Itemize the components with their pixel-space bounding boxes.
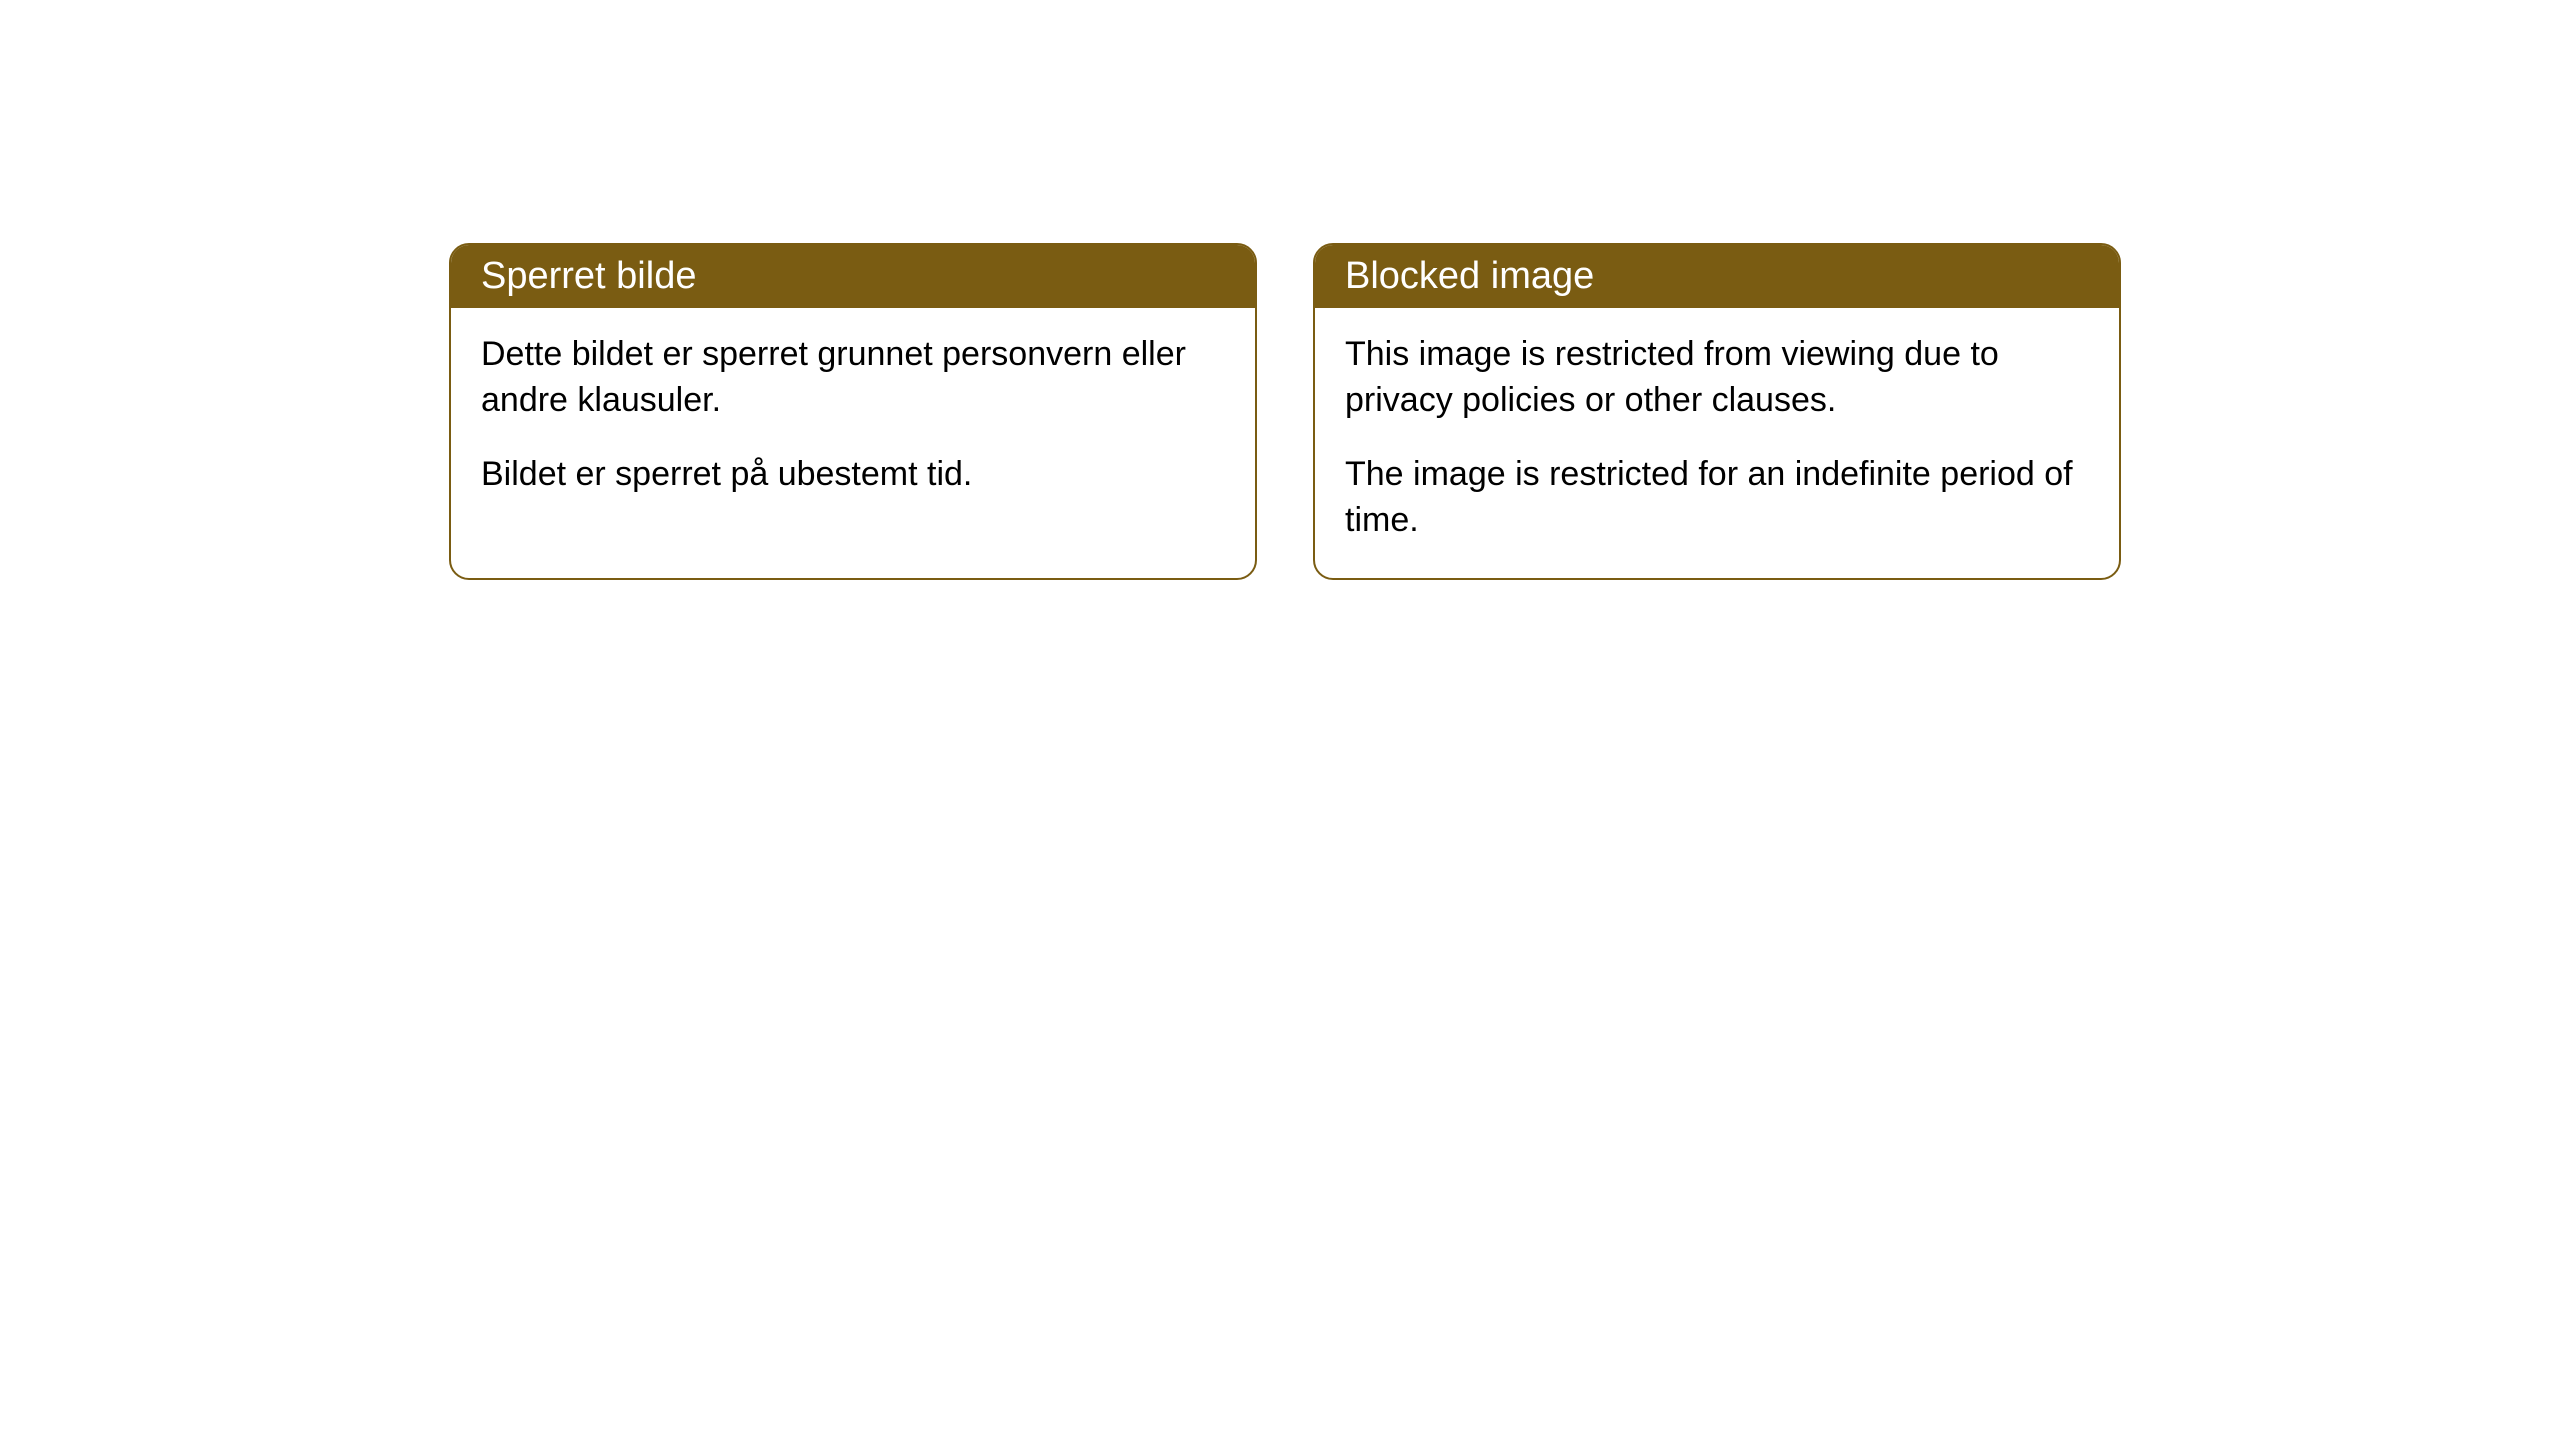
card-paragraph-1-english: This image is restricted from viewing du… [1345, 332, 2089, 424]
card-body-english: This image is restricted from viewing du… [1315, 308, 2119, 578]
card-paragraph-2-english: The image is restricted for an indefinit… [1345, 452, 2089, 544]
blocked-image-card-english: Blocked image This image is restricted f… [1313, 243, 2121, 580]
notice-cards-container: Sperret bilde Dette bildet er sperret gr… [449, 243, 2121, 580]
card-paragraph-2-norwegian: Bildet er sperret på ubestemt tid. [481, 452, 1225, 498]
card-body-norwegian: Dette bildet er sperret grunnet personve… [451, 308, 1255, 532]
card-header-norwegian: Sperret bilde [451, 245, 1255, 308]
card-paragraph-1-norwegian: Dette bildet er sperret grunnet personve… [481, 332, 1225, 424]
card-header-english: Blocked image [1315, 245, 2119, 308]
blocked-image-card-norwegian: Sperret bilde Dette bildet er sperret gr… [449, 243, 1257, 580]
